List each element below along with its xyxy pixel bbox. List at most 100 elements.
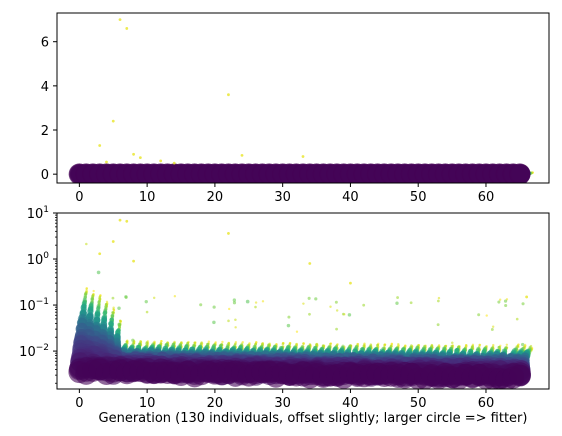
top-x-tick-label: 40 [342,190,359,205]
bottom-scatter-points [68,218,534,389]
bottom-data-point [111,311,115,315]
bottom-data-point [232,301,237,305]
top-outlier-point [227,93,230,97]
bottom-data-point [328,343,332,346]
bottom-data-point [92,289,95,293]
bottom-data-point [232,298,237,302]
bottom-data-point [308,312,311,316]
bottom-data-point [118,319,122,322]
bottom-data-point [193,341,196,345]
top-axes-frame [56,12,550,184]
bottom-data-point [497,300,501,304]
bottom-data-point [112,307,115,311]
bottom-data-point [341,312,345,316]
top-outlier-point [125,27,129,30]
bottom-data-point [199,303,203,307]
top-x-tick-label: 50 [410,190,427,205]
top-outlier-point [105,160,108,164]
bottom-data-point [490,327,494,331]
top-x-tick-label: 0 [75,190,83,205]
bottom-data-point [335,327,338,331]
bottom-data-point [295,330,299,333]
top-outlier-point [111,119,115,123]
bottom-data-point [314,297,318,301]
bottom-data-point [498,298,502,301]
top-x-axis: 0 10 20 30 40 50 60 [75,183,494,205]
top-x-tick-label: 10 [139,190,156,205]
bottom-data-point [254,305,257,309]
top-y-tick-label: 0 [41,168,49,183]
top-x-tick-label: 20 [207,190,224,205]
bottom-data-point [302,302,305,305]
top-outlier-point [98,144,102,147]
bottom-data-point [451,341,454,344]
bottom-data-point [117,322,121,326]
top-y-tick-label: 6 [41,36,49,51]
bottom-data-point [287,315,291,319]
bottom-data-point [254,301,258,304]
bottom-data-point [497,345,501,349]
bottom-data-point [286,323,291,328]
bottom-data-point [105,300,109,304]
bottom-data-point [85,242,88,246]
bottom-data-point [228,307,231,311]
bottom-data-point [199,342,203,346]
bottom-data-point [125,340,129,344]
bottom-data-point [383,344,386,347]
bottom-data-point [362,344,366,348]
top-scatter-points [68,18,534,183]
bottom-data-point [98,297,101,300]
bottom-data-point [335,309,339,312]
bottom-data-point [397,342,400,346]
bottom-data-point [97,300,101,304]
bottom-data-point [294,343,298,346]
bottom-data-point [362,303,366,307]
bottom-data-point [504,303,508,308]
bottom-data-point [515,317,519,321]
top-outlier-point [138,156,142,160]
bottom-data-point [505,343,509,347]
bottom-data-point [207,340,211,343]
bottom-data-point [376,343,379,347]
bottom-data-point [261,300,265,303]
top-y-tick-label: 2 [41,124,49,139]
bottom-data-point [131,338,135,342]
bottom-data-point [234,318,237,322]
top-outlier-point [172,161,176,165]
bottom-data-point [302,342,305,345]
bottom-data-point [436,323,440,327]
top-y-tick-label: 4 [41,80,49,95]
bottom-data-point [124,295,128,299]
bottom-data-point [485,314,488,317]
bottom-data-point [409,301,413,305]
bottom-data-point [221,340,224,344]
bottom-data-point [145,342,149,346]
bottom-data-point [347,313,352,317]
bottom-data-point [281,342,285,346]
bottom-data-point [396,296,399,299]
top-x-tick-label: 30 [274,190,291,205]
bottom-data-point [477,313,481,317]
bottom-data-point [491,325,495,328]
bottom-data-point [111,296,115,300]
bottom-data-point [503,299,508,303]
bottom-data-point [212,320,216,325]
bottom-data-point [234,326,237,329]
bottom-data-point [334,300,338,304]
bottom-data-point [321,344,325,348]
bottom-data-point [117,306,121,310]
bottom-data-point [91,294,94,298]
top-outlier-point [301,155,305,158]
top-y-axis: 0 2 4 6 [41,36,57,183]
bottom-data-point [173,294,177,298]
bottom-data-point [85,287,88,290]
bottom-data-point [521,302,525,306]
bottom-data-point [437,299,440,303]
top-outlier-point [132,152,135,156]
bottom-data-point [227,319,230,323]
bottom-data-point [395,301,399,305]
bottom-data-point [102,311,108,316]
bottom-data-point [212,305,216,309]
